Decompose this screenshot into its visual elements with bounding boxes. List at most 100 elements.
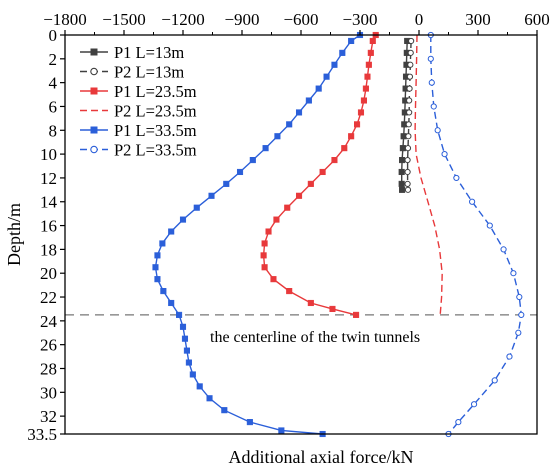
data-point [179,216,187,223]
data-point [470,401,478,408]
legend-label: P1 L=13m [114,43,184,62]
centerline-annotation: the centerline of the twin tunnels [210,329,420,346]
data-point [339,49,346,56]
data-point [274,133,281,140]
data-point [404,180,411,187]
data-point [518,311,525,318]
legend-label: P1 L=23.5m [114,82,197,101]
x-tick-label: −600 [283,10,318,29]
data-point [185,359,192,366]
data-point [196,383,203,390]
data-point [160,288,167,295]
data-point [367,49,374,56]
data-point [168,228,175,235]
x-tick-label: 300 [465,10,491,29]
data-point [405,133,412,140]
data-point [364,73,371,80]
data-point [307,180,314,187]
data-point [323,73,330,80]
data-point [500,246,507,253]
data-point [261,240,268,247]
data-point [515,329,522,336]
series-3 [414,34,443,315]
data-point [491,377,498,384]
data-point [399,186,406,193]
data-point [305,97,312,104]
data-point [206,395,213,402]
data-point [249,157,256,164]
y-tick-label: 2 [49,50,58,69]
data-point [404,145,412,152]
data-point [284,204,291,211]
data-point [428,79,435,86]
legend-label: P2 L=13m [114,63,184,82]
data-point [369,37,376,45]
legend-label: P2 L=23.5m [114,102,197,121]
data-point [262,145,269,152]
data-point [455,418,462,426]
data-point [398,180,405,187]
y-tick-label: 4 [49,74,58,93]
data-point [441,151,448,158]
series-1 [404,37,415,193]
data-point [319,168,326,176]
data-point [246,419,253,426]
data-point [329,305,336,312]
y-tick-label: 8 [49,121,58,140]
data-point [331,61,338,68]
x-axis-label: Additional axial force/kN [229,447,414,467]
x-tick-label: −300 [342,10,377,29]
legend-marker [90,48,98,56]
x-tick-label: −1200 [161,10,205,29]
data-point [154,252,161,259]
legend-marker [90,87,98,95]
data-point [404,186,412,193]
y-tick-label: 33.5 [27,425,57,444]
data-point [154,276,161,283]
y-tick-label: 14 [40,193,58,212]
data-point [398,168,405,176]
data-point [399,157,406,164]
legend-marker [90,145,98,154]
data-point [315,85,322,92]
x-tick-label: −900 [224,10,259,29]
data-point [260,252,267,259]
series-layer [152,31,525,438]
data-point [221,407,228,414]
series-5 [427,31,525,438]
data-point [331,157,338,164]
data-point [516,293,523,301]
y-tick-label: 10 [40,145,57,164]
data-point [406,85,413,92]
legend-marker [90,126,98,134]
data-point [404,168,411,176]
data-point [427,55,434,62]
data-point [453,174,460,182]
data-point [430,103,437,110]
y-axis-label: Depth/m [4,203,24,266]
data-point [408,37,415,45]
data-point [295,192,303,199]
y-tick-label: 28 [40,359,57,378]
data-point [348,37,355,45]
data-point [399,145,406,152]
data-point [406,97,413,104]
data-point [168,299,175,307]
data-point [223,180,230,187]
y-tick-label: 6 [49,97,58,116]
y-tick-label: 12 [40,169,57,188]
data-point [354,121,361,128]
data-point [286,121,293,128]
data-point [208,192,215,199]
data-point [506,353,513,360]
y-tick-label: 24 [40,312,58,331]
y-tick-label: 0 [49,26,58,45]
series-line [430,35,523,435]
data-point [406,73,414,80]
data-point [193,204,200,211]
legend-label: P2 L=33.5m [114,141,197,160]
y-tick-label: 16 [40,217,57,236]
series-4 [152,31,364,438]
